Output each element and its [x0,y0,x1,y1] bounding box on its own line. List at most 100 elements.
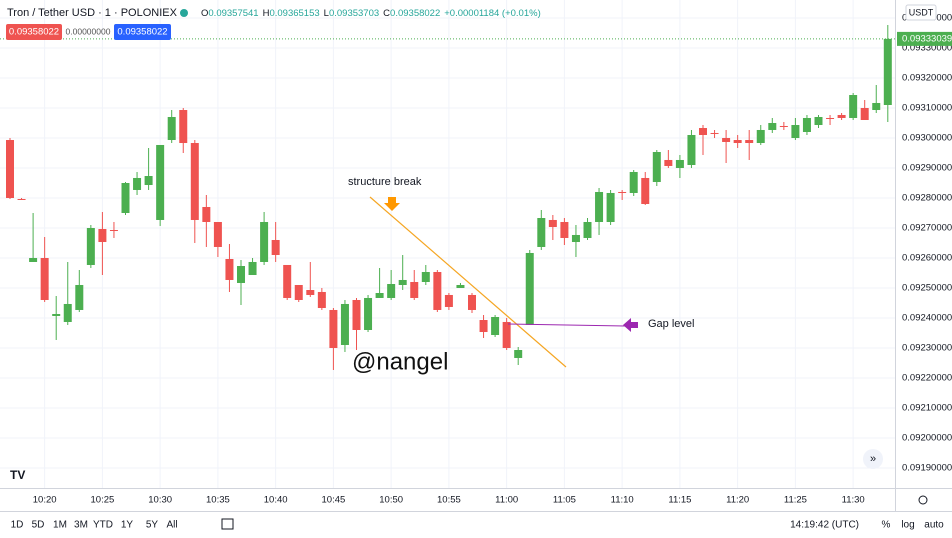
x-tick-label: 10:40 [264,495,288,506]
candle-body [560,221,569,238]
range-button[interactable]: 1Y [121,520,134,531]
candle-body [410,281,419,298]
sell-button[interactable] [6,24,62,40]
down-arrow [384,197,400,211]
candle-body [202,206,211,222]
left-arrow [623,318,638,332]
y-tick-label: 0.09330000 [902,43,952,54]
ohlc-value: 0.09353703 [329,8,379,19]
range-button[interactable]: 5Y [146,520,159,531]
scale-button[interactable]: log [901,520,914,531]
x-tick-label: 10:55 [437,495,461,506]
candle-body [675,159,684,168]
y-tick-label: 0.09270000 [902,223,952,234]
y-tick-label: 0.09240000 [902,313,952,324]
candle-body [17,198,26,200]
candle-body [75,284,84,310]
range-button[interactable]: All [166,520,177,531]
x-tick-label: 11:20 [726,495,749,506]
candle-body [190,143,199,220]
range-button[interactable]: 3M [74,520,88,531]
y-tick-label: 0.09290000 [902,163,952,174]
candle-body [468,294,476,310]
buy-price[interactable]: 0.09358022 [117,27,167,38]
candle-body [283,264,292,298]
candle-body [121,182,130,213]
candle-body [802,117,811,132]
candle-body [537,218,546,247]
currency[interactable]: USDT [909,7,934,17]
currency-box[interactable] [905,4,937,21]
scroll-icon[interactable]: » [870,453,876,465]
candle-body [260,221,269,262]
spread: 0.00000000 [66,26,111,36]
y-tick-label: 0.09300000 [902,133,952,144]
candle-body [687,134,696,165]
range-button[interactable]: 1M [53,520,67,531]
candle-body [133,177,142,190]
y-tick-label: 0.09220000 [902,373,952,384]
last-price-label: 0.09333039 [902,33,952,44]
settings-icon[interactable] [918,495,928,505]
candle-body [826,117,835,120]
candle-body [421,272,430,282]
candle-body [514,350,523,358]
structure-line [369,196,567,368]
candle-body [641,177,650,204]
x-tick-label: 11:05 [553,495,576,506]
candle-body [144,176,153,186]
x-tick-label: 10:20 [33,495,57,506]
ohlc-value: 0.09357541 [208,8,258,19]
x-tick-label: 10:30 [148,495,172,506]
ohlc-label: L [324,8,329,19]
candle-body [837,114,846,118]
y-tick-label: 0.09280000 [902,193,952,204]
x-tick-label: 11:25 [784,495,807,506]
candle-body [63,303,72,322]
candle-body [722,137,731,142]
date-range-icon[interactable] [221,518,234,530]
chart-title: Tron / Tether USD · 1 · POLONIEX [7,7,178,19]
candle-body [595,191,604,222]
candle-body [629,171,638,193]
candle-body [179,110,188,144]
candle-body [849,95,858,118]
candle-body [444,294,453,307]
candle-body [387,284,396,298]
candle-body [768,122,777,130]
candle-body [364,297,373,330]
range-button[interactable]: 1D [11,520,24,531]
scroll-button[interactable] [863,449,883,469]
buy-button[interactable] [114,24,171,40]
scale-button[interactable]: % [882,520,891,531]
ohlc-value: 0.09365153 [269,8,319,19]
candle-body [548,219,557,228]
y-tick-label: 0.09320000 [902,73,952,84]
candle-body [375,293,384,298]
status-dot [180,9,188,17]
ohlc-change: +0.00001184 (+0.01%) [444,8,540,19]
candle-body [398,279,407,285]
candle-body [745,140,754,144]
clock: 14:19:42 (UTC) [790,520,859,531]
candle-body [40,257,49,300]
candle-body [872,102,881,111]
candle-body [479,320,488,333]
y-tick-label: 0.09200000 [902,433,952,444]
range-button[interactable]: YTD [93,520,113,531]
candle-body [791,125,800,138]
x-tick-label: 11:10 [611,495,634,506]
candle-body [352,299,361,330]
x-tick-label: 11:15 [668,495,691,506]
range-button[interactable]: 5D [32,520,45,531]
candle-body [583,221,592,238]
candle-body [664,159,673,166]
scale-button[interactable]: auto [924,520,944,531]
candle-body [225,258,234,280]
sell-price[interactable]: 0.09358022 [9,27,59,38]
candle-body [618,191,627,193]
candle-body [294,284,303,300]
gap-line [507,323,626,327]
